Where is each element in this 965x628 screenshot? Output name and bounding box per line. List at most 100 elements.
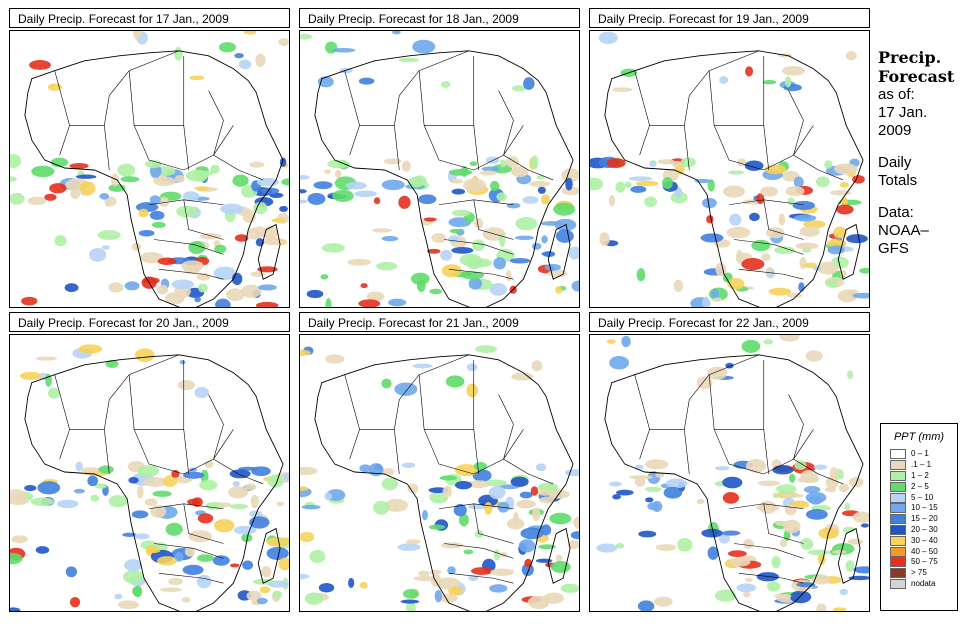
precip-cell (300, 349, 311, 357)
precip-cell (255, 301, 279, 307)
precip-cell (324, 492, 332, 501)
precip-cell (741, 339, 761, 353)
precip-cell (266, 546, 289, 560)
country-border (153, 543, 224, 559)
precip-cell (479, 170, 497, 176)
asof-line3: 2009 (878, 122, 912, 139)
precip-cell (454, 464, 479, 477)
precip-cell (780, 493, 805, 498)
precip-cell (515, 216, 538, 231)
precip-cell (78, 344, 103, 354)
precip-cell (35, 546, 50, 554)
panel-title: Daily Precip. Forecast for 21 Jan., 2009 (299, 312, 580, 332)
legend-item: nodata (881, 578, 957, 590)
precip-cell (825, 486, 837, 493)
country-border (793, 154, 844, 181)
precip-cell (358, 299, 381, 307)
legend-label: 20 – 30 (911, 524, 938, 534)
precip-cell (249, 516, 270, 529)
madagascar-outline (547, 223, 571, 280)
precip-cell (75, 174, 97, 179)
precip-cell (184, 546, 196, 557)
country-border (183, 429, 190, 475)
precip-cell (318, 583, 335, 593)
precip-cell (550, 561, 571, 573)
precip-cell (10, 607, 21, 611)
sidebar-title-line1: Precip. (878, 48, 942, 67)
precip-cell (445, 375, 465, 388)
legend-item: 30 – 40 (881, 535, 957, 546)
precip-cell (537, 186, 546, 194)
totals-line2: Totals (878, 172, 918, 189)
country-border (689, 50, 759, 96)
country-border (448, 268, 514, 280)
precip-cell (774, 246, 795, 255)
precip-cell (157, 556, 177, 566)
precip-cell (10, 192, 25, 205)
country-border (763, 429, 770, 475)
precip-cell (117, 163, 136, 177)
precip-cell (144, 498, 158, 507)
country-border (738, 572, 804, 584)
precip-cell (758, 500, 777, 514)
precip-cell (711, 288, 720, 300)
precip-cell (461, 165, 468, 178)
precip-cell (175, 174, 185, 183)
legend-item: 40 – 50 (881, 546, 957, 557)
country-border (208, 90, 224, 156)
legend-item: 15 – 20 (881, 514, 957, 525)
precip-cell (234, 234, 249, 242)
country-border (418, 55, 475, 126)
precip-cell (194, 171, 207, 182)
precip-cell (845, 560, 855, 572)
precip-cell (527, 595, 550, 610)
precip-cell (10, 496, 29, 506)
precip-cell (609, 481, 622, 487)
precip-cell (606, 158, 626, 169)
precip-cell (188, 467, 198, 472)
precip-cell (199, 479, 218, 491)
precip-cell (847, 538, 864, 545)
precip-cell (182, 191, 200, 202)
precip-cell (429, 569, 442, 575)
precip-cell (387, 298, 407, 307)
country-border (344, 70, 400, 126)
precip-cell (729, 557, 751, 567)
panel-title: Daily Precip. Forecast for 22 Jan., 2009 (589, 312, 870, 332)
precip-cell (807, 549, 831, 556)
precip-cell (860, 523, 869, 528)
precip-cell (19, 371, 42, 380)
forecast-panel: Daily Precip. Forecast for 17 Jan., 2009 (9, 8, 292, 308)
country-border (133, 429, 234, 475)
precip-cell (567, 540, 579, 550)
precip-cell (673, 279, 684, 293)
precip-map (589, 334, 870, 612)
precip-cell (493, 257, 507, 270)
legend-swatch (890, 492, 906, 503)
precip-cell (803, 486, 821, 494)
precip-cell (499, 159, 507, 168)
precip-cell (792, 200, 816, 211)
precip-cell (531, 242, 542, 250)
country-border (128, 55, 185, 126)
precip-cell (530, 155, 539, 170)
precip-cell (779, 539, 788, 548)
precip-cell (798, 282, 805, 292)
country-border (158, 572, 224, 584)
precip-cell (11, 535, 29, 544)
precip-cell (772, 465, 794, 475)
country-border (158, 268, 224, 280)
precip-cell (729, 213, 742, 226)
precip-cell (434, 589, 443, 603)
precip-cell (218, 42, 236, 53)
precip-cell (722, 492, 740, 504)
precip-cell (741, 258, 765, 271)
precip-cell (151, 221, 166, 228)
precip-cell (47, 387, 61, 399)
precip-cell (27, 196, 47, 206)
precip-cell (530, 486, 539, 496)
legend-item: .1 – 1 (881, 460, 957, 471)
precip-cell (146, 547, 161, 554)
precip-cell (259, 586, 271, 594)
